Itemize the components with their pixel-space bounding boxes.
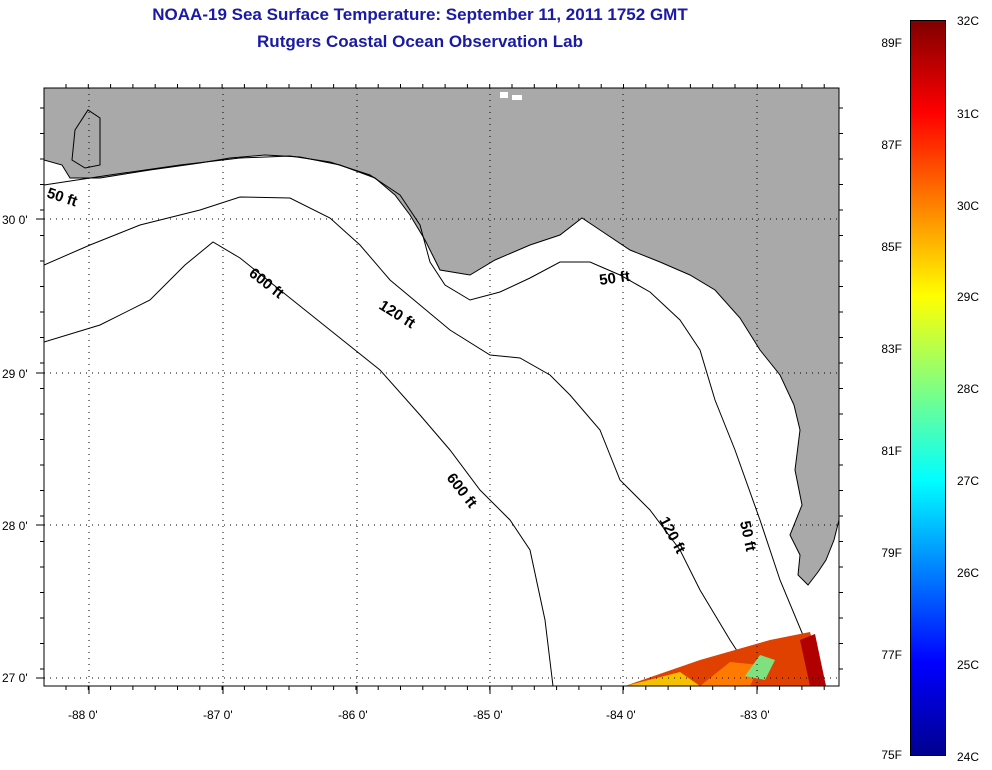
- lon-label-85: -85 0': [473, 708, 503, 722]
- colorbar-c-28: 28C: [957, 382, 980, 396]
- contour-120ft: [44, 196, 761, 686]
- lon-label-83: -83 0': [740, 708, 770, 722]
- colorbar-c-32: 32C: [957, 14, 980, 28]
- lon-label-87: -87 0': [203, 708, 233, 722]
- colorbar-c-30: 30C: [957, 199, 980, 213]
- colorbar-c-24: 24C: [957, 750, 980, 764]
- contour-label-50ft-north: 50 ft: [598, 268, 631, 289]
- contour-label-50ft-south: 50 ft: [736, 519, 759, 553]
- colorbar-c-27: 27C: [957, 474, 980, 488]
- lat-label-28: 28 0': [2, 519, 28, 533]
- land-bay-inlet: [71, 109, 101, 169]
- colorbar-c-25: 25C: [957, 658, 980, 672]
- lon-label-86: -86 0': [338, 708, 368, 722]
- land-mass: [44, 88, 839, 586]
- colorbar-f-79: 79F: [881, 546, 902, 560]
- colorbar-f-89: 89F: [881, 36, 902, 50]
- colorbar-f-81: 81F: [881, 444, 902, 458]
- graticule: [44, 88, 839, 686]
- colorbar-f-85: 85F: [881, 240, 902, 254]
- contour-600ft: [44, 241, 554, 686]
- title-line-1: NOAA-19 Sea Surface Temperature: Septemb…: [152, 5, 688, 24]
- temperature-colorbar: [910, 20, 946, 756]
- map-frame: [43, 87, 840, 687]
- lon-label-84: -84 0': [606, 708, 636, 722]
- title-line-2: Rutgers Coastal Ocean Observation Lab: [257, 32, 583, 51]
- colorbar-f-77: 77F: [881, 648, 902, 662]
- lake-2: [512, 95, 522, 100]
- lat-label-30: 30 0': [2, 213, 28, 227]
- colorbar-c-26: 26C: [957, 566, 980, 580]
- axis-ticks: [36, 84, 843, 694]
- colorbar-f-87: 87F: [881, 138, 902, 152]
- colorbar-f-75: 75F: [881, 748, 902, 762]
- lat-label-27: 27 0': [2, 671, 28, 685]
- lat-label-29: 29 0': [2, 367, 28, 381]
- contour-50ft: [44, 155, 826, 686]
- colorbar-c-31: 31C: [957, 107, 980, 121]
- sst-swath: [625, 632, 826, 686]
- lon-label-88: -88 0': [68, 708, 98, 722]
- lake-1: [500, 92, 508, 98]
- colorbar-f-83: 83F: [881, 342, 902, 356]
- colorbar-c-29: 29C: [957, 290, 980, 304]
